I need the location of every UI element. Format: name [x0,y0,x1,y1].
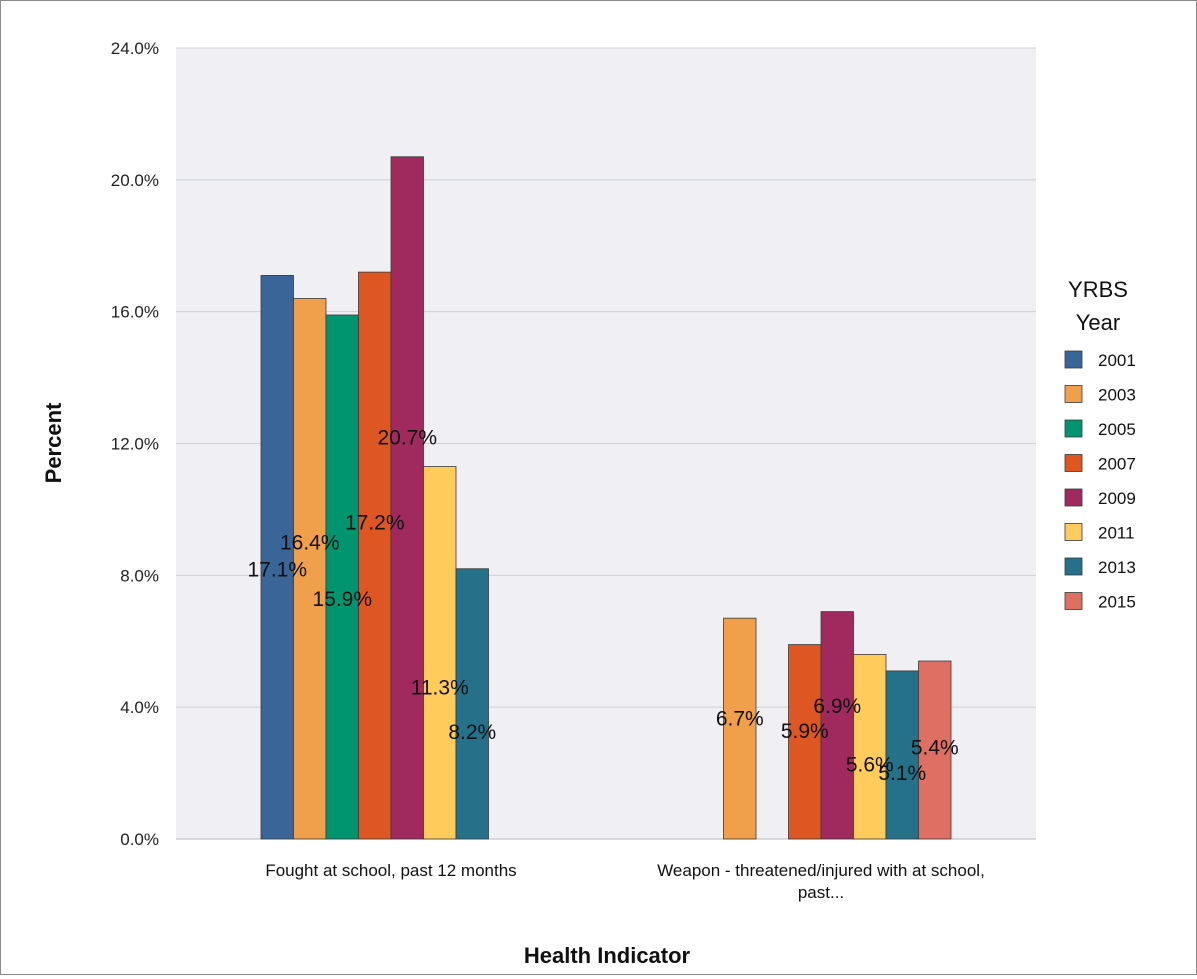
legend-label-2005: 2005 [1098,420,1136,439]
data-label: 5.9% [781,720,829,743]
x-category-label: past... [798,883,844,902]
legend-swatch-2005 [1064,419,1083,438]
legend-title-line-2: Year [1076,310,1120,335]
legend-swatch-2011 [1064,523,1083,541]
bar-2001-1 [260,275,294,840]
legend-label-2007: 2007 [1098,455,1136,474]
data-label: 20.7% [377,426,437,449]
data-label: 5.1% [878,762,926,785]
bar-2003-2 [723,617,757,840]
legend-label-2011: 2011 [1098,524,1135,543]
y-tick-label: 12.0% [111,435,159,454]
y-tick-label: 16.0% [111,303,159,322]
y-tick-label: 24.0% [111,39,159,58]
y-axis-title: Percent [41,402,66,483]
data-label: 8.2% [448,721,496,744]
bar-2011-2 [853,654,887,840]
legend-label-2015: 2015 [1098,593,1136,612]
y-axis-ticks: 0.0% 4.0% 8.0% 12.0% 16.0% 20.0% 24.0% [111,39,159,849]
bars [260,156,952,840]
x-category-label: Fought at school, past 12 months [265,861,516,880]
bar-2015-2 [918,660,952,840]
bar-2005-1 [325,314,359,840]
y-tick-label: 0.0% [120,830,159,849]
legend: YRBS Year 200120032005200720092011201320… [1064,277,1136,612]
data-label: 5.6% [846,753,894,776]
legend-swatch-2015 [1064,592,1083,610]
data-label: 6.7% [716,708,764,731]
legend-swatch-2003 [1064,385,1083,403]
data-label: 6.9% [813,695,861,718]
bar-2009-2 [820,611,854,840]
bar-2007-2 [788,644,822,840]
legend-swatch-2013 [1064,557,1083,576]
legend-label-2001: 2001 [1098,351,1136,370]
legend-label-2013: 2013 [1098,558,1136,577]
data-label: 5.4% [911,736,959,759]
y-tick-label: 4.0% [120,698,159,717]
bar-2011-1 [423,466,457,840]
y-tick-label: 20.0% [111,171,159,190]
x-category-label: Weapon - threatened/injured with at scho… [657,861,985,880]
y-tick-label: 8.0% [120,566,159,585]
bar-2013-2 [885,670,919,840]
bar-2003-1 [293,298,327,840]
legend-items: 2001 2003 2005 2007 2009 2011 2013 2015 [1064,350,1136,612]
data-labels: 17.1% 16.4% 15.9% 17.2% 20.7% 11.3% 8.2% 6.7% 5.… [247,426,958,784]
data-label: 11.3% [411,676,469,699]
legend-swatch-2009 [1064,488,1083,507]
bar-2013-1 [455,568,489,840]
data-label: 17.1% [247,558,307,581]
data-label: 16.4% [280,532,340,555]
legend-label-2009: 2009 [1098,489,1136,508]
legend-label-2003: 2003 [1098,386,1136,405]
data-label: 17.2% [345,512,405,535]
x-axis-title: Health Indicator [524,943,691,968]
bar-2009-1 [390,156,424,840]
legend-title-line-1: YRBS [1068,277,1128,302]
data-label: 15.9% [312,588,372,611]
x-axis-category-labels: Fought at school, past 12 months Weapon -… [265,861,984,902]
bar-2007-1 [358,271,392,840]
legend-swatch-2001 [1064,350,1083,369]
legend-swatch-2007 [1064,454,1083,472]
